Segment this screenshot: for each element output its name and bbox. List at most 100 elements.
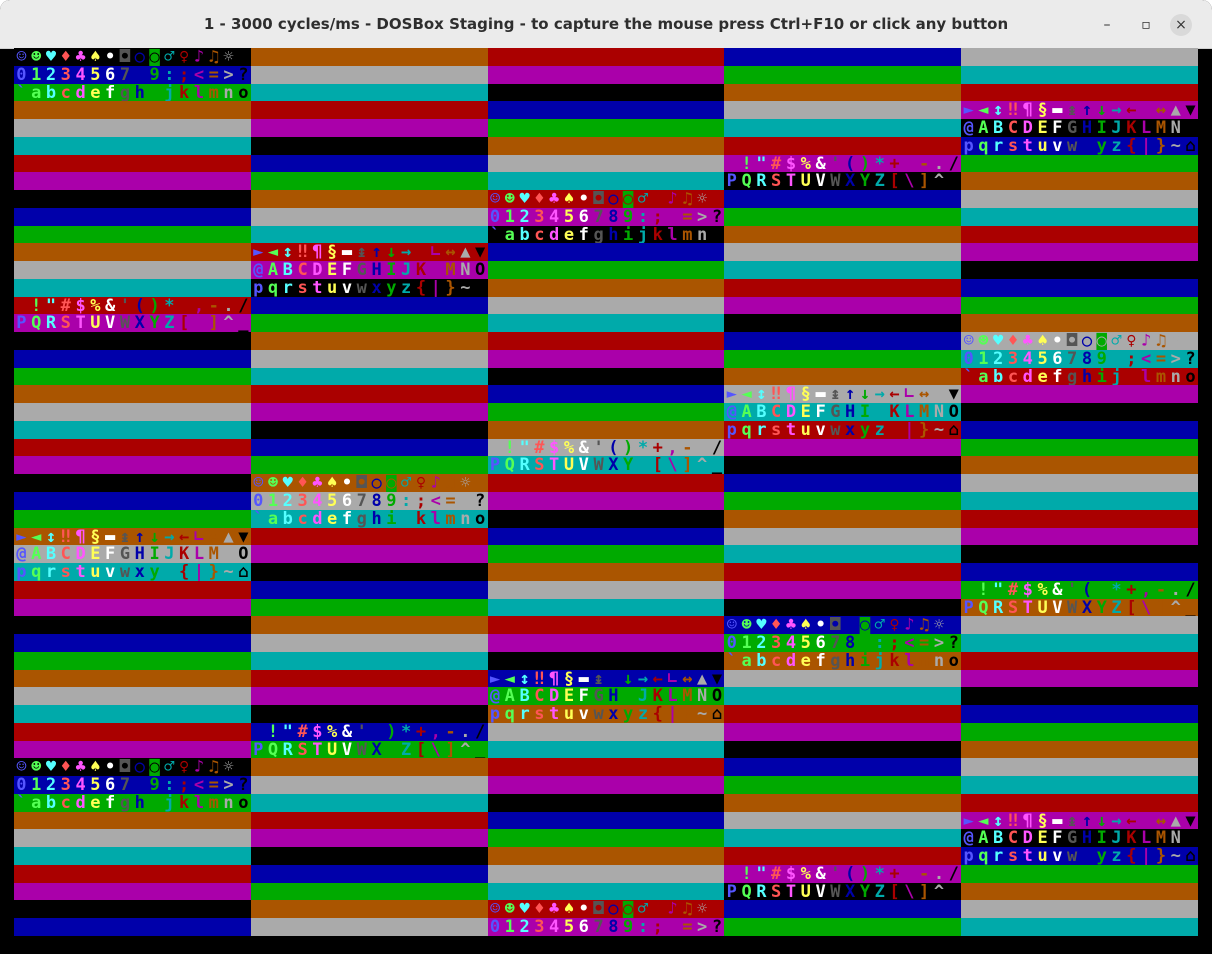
- screen-glyph: F: [105, 545, 116, 564]
- screen-glyph: ♂: [637, 190, 649, 209]
- close-button[interactable]: ×: [1170, 14, 1192, 36]
- screen-text-band: [487, 332, 725, 351]
- screen-glyph: t: [785, 420, 797, 439]
- screen-glyph: ^: [933, 172, 945, 191]
- screen-glyph: +: [652, 438, 663, 457]
- screen-glyph: ‼: [60, 527, 71, 546]
- screen-text-band: P Q R S T U V W X Y Z[\] ^ _: [487, 456, 725, 475]
- screen-text-band: ` a b c d e f g h i j k l m n o: [14, 793, 251, 812]
- screen-glyph: |: [1141, 847, 1152, 866]
- screen-text-band: [961, 882, 1198, 901]
- screen-text-band: p q r s t u v w x y z{|} ~ ⌂: [487, 705, 725, 724]
- screen-glyph: N: [460, 261, 471, 280]
- screen-text-band: [487, 119, 725, 138]
- screen-glyph: K: [889, 403, 900, 422]
- screen-glyph: k: [415, 509, 427, 528]
- screen-glyph: W: [830, 882, 841, 901]
- screen-glyph: G: [119, 545, 131, 564]
- screen-glyph: S: [297, 740, 308, 759]
- screen-text-band: [724, 740, 962, 759]
- screen-glyph: j: [401, 509, 412, 528]
- screen-glyph: A: [504, 687, 515, 706]
- screen-glyph: Y: [386, 740, 397, 759]
- screen-glyph: ♦: [60, 48, 71, 66]
- screen-glyph: ↨: [1067, 811, 1078, 830]
- screen-text-band: [724, 48, 962, 66]
- screen-glyph: B: [756, 403, 767, 422]
- screen-text-band: [487, 296, 725, 315]
- screen-glyph: s: [297, 278, 308, 297]
- screen-glyph: b: [45, 793, 57, 812]
- screen-glyph: •: [815, 616, 826, 635]
- screen-text-band: [14, 420, 251, 439]
- screen-glyph: $: [1022, 580, 1033, 599]
- screen-glyph: P: [963, 598, 974, 617]
- screen-text-band: p q r s t u v w x y z{|} ~ ⌂: [724, 420, 962, 439]
- screen-glyph: ': [830, 154, 841, 173]
- screen-text-band: [14, 740, 251, 759]
- screen-glyph: ]: [1155, 598, 1167, 617]
- screen-text-band: ☺ ☻ ♥ ♦ ♣ ♠ • ◘ ○ ◙ ♂ ♀ ♪ ♫ ☼: [961, 332, 1198, 351]
- screen-glyph: W: [830, 172, 841, 191]
- screen-text-band: [487, 243, 725, 262]
- screen-glyph: b: [45, 83, 57, 102]
- screen-glyph: 9: [149, 776, 160, 795]
- screen-text-band: ☺ ☻ ♥ ♦ ♣ ♠ • ◘ ○ ◙ ♂ ♀ ♪ ♫ ☼: [724, 616, 962, 635]
- screen-glyph: 2: [519, 918, 530, 936]
- screen-glyph: *: [874, 154, 885, 173]
- screen-glyph: •: [105, 48, 116, 66]
- screen-glyph: ♀: [889, 616, 900, 635]
- screen-text-band: [487, 367, 725, 386]
- screen-glyph: >: [933, 634, 945, 653]
- screen-text-band: ! " # $% & '() * +, -. /: [250, 722, 488, 741]
- screen-glyph: →: [1111, 811, 1122, 830]
- screen-text-band: [487, 261, 725, 280]
- screen-glyph: #: [771, 154, 782, 173]
- screen-glyph: ;: [652, 207, 663, 226]
- screen-glyph: E: [563, 687, 575, 706]
- maximize-button[interactable]: ▫: [1141, 17, 1151, 33]
- screen-glyph: <: [430, 492, 441, 510]
- screen-glyph: T: [75, 314, 86, 333]
- screen-glyph: ▬: [105, 527, 116, 546]
- screen-text-band: ☺ ☻ ♥ ♦ ♣ ♠ • ◘ ○ ◙ ♂ ♀ ♪ ♫ ☼: [14, 48, 251, 66]
- title-bar[interactable]: 1 - 3000 cycles/ms - DOSBox Staging - to…: [0, 0, 1212, 49]
- screen-glyph: $: [549, 438, 560, 457]
- screen-glyph: I: [1096, 829, 1107, 848]
- screen-glyph: ♂: [1111, 332, 1122, 351]
- screen-glyph: ☼: [460, 474, 471, 493]
- minimize-button[interactable]: –: [1103, 17, 1111, 33]
- screen-text-band: [961, 687, 1198, 706]
- screen-glyph: 0: [16, 65, 27, 84]
- screen-text-band: [14, 456, 251, 475]
- screen-glyph: k: [652, 225, 663, 244]
- screen-glyph: <: [193, 65, 205, 84]
- screen-glyph: ♠: [90, 758, 101, 777]
- screen-text-band: [14, 136, 251, 155]
- screen-glyph: ♪: [904, 616, 915, 635]
- screen-glyph: E: [1037, 829, 1048, 848]
- screen-text-band: ☺ ☻ ♥ ♦ ♣ ♠ • ◘ ○ ◙ ♂ ♀ ♪ ♫ ☼: [487, 900, 725, 919]
- screen-text-band: [14, 190, 251, 209]
- screen-text-band: [250, 190, 488, 209]
- screen-text-band: [487, 83, 725, 102]
- screen-glyph: ◄: [31, 527, 42, 546]
- screen-glyph: ": [519, 438, 530, 457]
- screen-glyph: ~: [223, 563, 234, 582]
- screen-glyph: -: [445, 722, 456, 741]
- screen-text-band: 0 1 2 3 4 5 6 7 8 9:; < = >?: [724, 634, 962, 653]
- screen-glyph: %: [800, 864, 811, 883]
- screen-text-band: [961, 83, 1198, 102]
- dos-screen[interactable]: ☺ ☻ ♥ ♦ ♣ ♠ • ◘ ○ ◙ ♂ ♀ ♪ ♫ ☼ 0 1 2 3 4 5 6 7 8 9:; < = >? ` a b c d e f g h…: [14, 48, 1198, 936]
- screen-glyph: G: [830, 403, 841, 422]
- screen-text-band: ► ◄ ↕ ‼ ¶ § ▬ ↨ ↑ ↓ → ← ∟ ↔ ▲ ▼: [961, 101, 1198, 120]
- screen-glyph: ^: [223, 314, 234, 333]
- screen-text-band: [14, 882, 251, 901]
- screen-glyph: #: [771, 864, 782, 883]
- screen-glyph: 6: [578, 918, 589, 936]
- screen-glyph: U: [90, 314, 101, 333]
- screen-glyph: x: [845, 420, 856, 439]
- screen-glyph: %: [327, 722, 338, 741]
- screen-glyph: &: [578, 438, 589, 457]
- screen-glyph: B: [993, 119, 1004, 138]
